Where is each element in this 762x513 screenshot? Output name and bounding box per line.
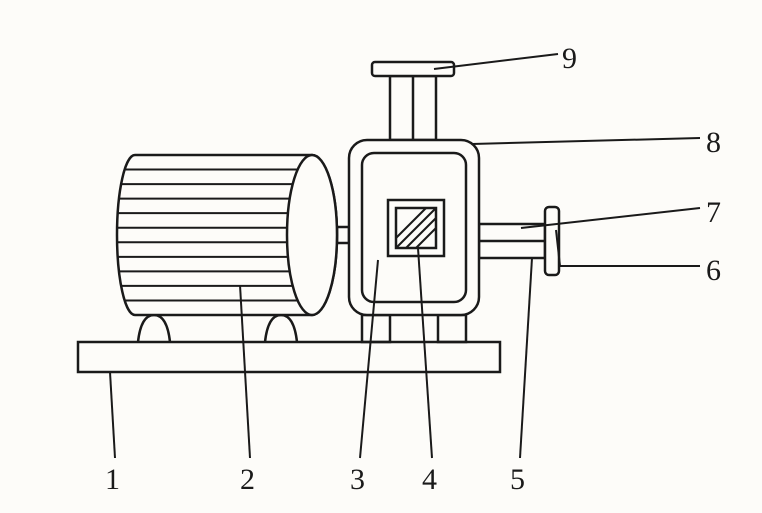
callout-label-9: 9	[562, 42, 577, 76]
base-plate	[78, 342, 500, 372]
callout-label-3: 3	[350, 463, 365, 497]
callout-label-2: 2	[240, 463, 255, 497]
callout-label-5: 5	[510, 463, 525, 497]
callout-label-6: 6	[706, 254, 721, 288]
motor-endcap	[287, 155, 337, 315]
callout-label-4: 4	[422, 463, 437, 497]
callout-label-8: 8	[706, 126, 721, 160]
callout-label-1: 1	[105, 463, 120, 497]
pump-diagram	[0, 0, 762, 513]
pump-housing-outer	[349, 140, 479, 315]
callout-label-7: 7	[706, 196, 721, 230]
